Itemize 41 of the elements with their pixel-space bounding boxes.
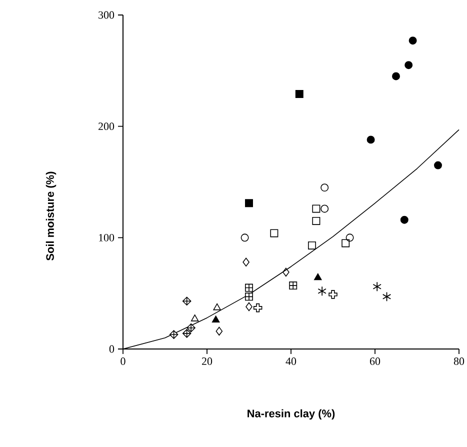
x-tick-label: 20 (202, 358, 212, 365)
y-tick-label: 200 (98, 122, 114, 130)
point (342, 239, 350, 248)
point (212, 316, 220, 322)
point (312, 216, 320, 225)
x-tick-label: 40 (286, 358, 296, 365)
x-tick-label: 0 (120, 358, 126, 365)
point (312, 204, 320, 213)
point (246, 302, 252, 312)
point (314, 273, 322, 280)
point (245, 199, 253, 208)
x-tick-label: 60 (370, 358, 380, 365)
point (318, 286, 326, 296)
y-tick-label: 100 (99, 234, 114, 242)
point (328, 290, 338, 299)
x-axis-title: Na-resin clay (%) (248, 409, 335, 420)
point (400, 216, 408, 224)
point (320, 204, 329, 213)
y-axis-title: Soil moisture (%) (46, 172, 56, 260)
point (253, 303, 262, 312)
point (372, 282, 382, 292)
point (240, 234, 249, 242)
point (392, 72, 400, 80)
point (270, 229, 278, 238)
point (282, 268, 290, 277)
point (404, 61, 413, 70)
x-tick-label: 80 (454, 358, 464, 365)
point (366, 136, 375, 144)
point (216, 326, 223, 336)
point (320, 184, 329, 192)
y-tick-label: 0 (109, 345, 114, 353)
point (434, 161, 442, 170)
point (213, 303, 221, 310)
point (295, 90, 304, 98)
point (190, 314, 199, 322)
point (408, 36, 417, 45)
point (242, 258, 250, 267)
point (346, 234, 354, 242)
point (382, 292, 392, 302)
y-tick-label: 300 (98, 11, 114, 19)
point (308, 241, 316, 250)
